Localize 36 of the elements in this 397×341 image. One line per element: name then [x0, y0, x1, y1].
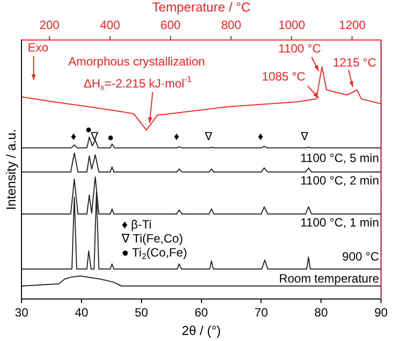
x2-tick-label: 1000	[278, 18, 306, 32]
x-tick-label: 30	[14, 306, 29, 320]
x-tick-label: 60	[194, 306, 208, 320]
annotation: ●	[107, 132, 114, 144]
annotation: ♦	[174, 131, 180, 144]
text: Exo	[28, 40, 49, 54]
annotation: ∇	[90, 131, 99, 144]
x-tick-label: 70	[254, 306, 268, 320]
series-label: 1100 °C, 1 min	[300, 215, 380, 230]
annotation: ∇	[204, 131, 213, 144]
x2-tick-label: 800	[221, 18, 242, 32]
x2-axis-title: Temperature / °C	[152, 0, 251, 14]
x-tick-label: 80	[314, 306, 328, 320]
text: 1100 °C	[278, 41, 322, 56]
annotation: ♦	[258, 131, 264, 144]
series-label: 1100 °C, 5 min	[300, 151, 380, 166]
series-label: 900 °C	[342, 249, 380, 264]
x-tick-label: 50	[134, 306, 148, 320]
annotation: 1215 °C	[332, 55, 377, 70]
x2-tick-label: 600	[160, 18, 181, 32]
annotation: Amorphous crystallization	[68, 54, 205, 68]
x2-tick-label: 1200	[338, 18, 366, 32]
x-tick-label: 40	[74, 306, 88, 320]
x-tick-label: 90	[374, 306, 388, 320]
annotation: 1085 °C	[262, 69, 306, 84]
x-axis-title: 2θ / (°)	[182, 322, 221, 338]
annotation: ∇ Ti(Fe,Co)	[120, 231, 183, 246]
y-axis-title: Intensity / a.u.	[3, 129, 18, 210]
annotation: ●	[85, 124, 92, 136]
series-label: Room temperature	[278, 271, 380, 286]
x2-tick-label: 200	[39, 18, 60, 32]
annotation: ♦	[70, 131, 77, 144]
annotation: ♦ β-Ti	[122, 217, 152, 232]
series-label: 1100 °C, 2 min	[300, 173, 380, 188]
annotation: ∇	[300, 131, 309, 144]
x2-tick-label: 400	[100, 18, 120, 32]
